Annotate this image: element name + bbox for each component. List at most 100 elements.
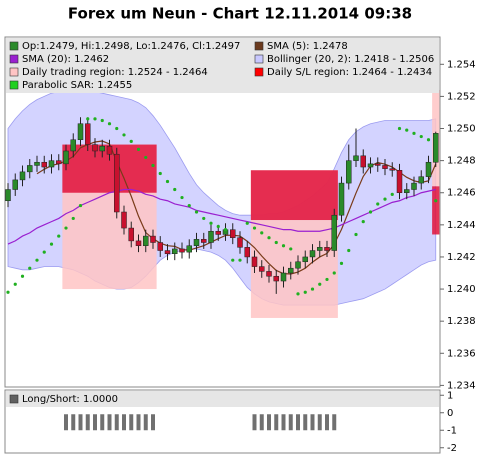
sar-dot [28, 266, 32, 270]
y-tick-label: 1.240 [447, 284, 476, 295]
candle-body [280, 272, 287, 282]
candle-body [99, 145, 105, 152]
y-tick-label: 1.234 [447, 380, 476, 391]
y-tick-label: 1 [447, 390, 453, 401]
chart-title: Forex um Neun - Chart 12.11.2014 09:38 [68, 5, 412, 23]
sar-dot [332, 271, 336, 275]
bar [332, 414, 337, 431]
candle-body [106, 145, 113, 155]
sar-dot [144, 155, 148, 160]
sar-dot [100, 118, 104, 123]
bar [303, 414, 308, 431]
y-tick-label: 1.254 [447, 59, 476, 70]
sar-dot [129, 139, 133, 143]
candle-body [360, 155, 366, 168]
candle-body [12, 179, 18, 190]
sar-dot [35, 258, 39, 262]
y-tick-label: 1.248 [447, 156, 476, 167]
sar-dot [173, 187, 177, 192]
sar-dot [426, 138, 431, 142]
legend-label: Long/Short: 1.0000 [22, 394, 118, 405]
candle-body [114, 153, 120, 213]
sar-dot [419, 134, 423, 139]
candle-body [179, 248, 185, 253]
y-tick-label: 1.244 [447, 220, 476, 231]
y-tick-label: 1.246 [447, 188, 476, 199]
candle-body [63, 150, 69, 165]
legend-swatch [9, 67, 19, 77]
candle-body [433, 133, 439, 163]
candle-body [150, 235, 156, 243]
sar-dot [238, 258, 242, 262]
y-tick-label: 1.252 [447, 91, 476, 102]
sar-dot [209, 221, 213, 225]
candle-body [367, 163, 374, 168]
bar [252, 414, 257, 431]
y-tick-label: 0 [447, 408, 453, 419]
legend-label: Bollinger (20, 2): 1.2418 - 1.2506 [267, 54, 434, 65]
sar-dot [202, 216, 206, 221]
sar-dot [303, 290, 307, 294]
sar-dot [216, 224, 220, 229]
candle-body [77, 123, 84, 141]
sar-dot [187, 203, 191, 208]
sar-dot [339, 261, 344, 265]
y-tick-label: 1.250 [447, 124, 476, 135]
bar [151, 414, 155, 431]
sar-dot [122, 133, 126, 137]
legend-label: Daily S/L region: 1.2464 - 1.2434 [267, 67, 432, 78]
sar-dot [6, 290, 10, 294]
bar [281, 414, 286, 431]
candle-body [121, 211, 127, 229]
sar-dot [13, 282, 17, 286]
bar [71, 414, 76, 431]
legend-swatch [254, 54, 264, 64]
candle-body [215, 231, 221, 235]
sar-dot [231, 258, 235, 262]
candle-body [85, 123, 91, 145]
candle-body [396, 170, 403, 193]
candle-body [259, 266, 265, 272]
sar-dot [347, 248, 351, 253]
candle-body [5, 189, 11, 202]
bar [288, 414, 293, 431]
sar-dot [296, 292, 300, 296]
y-tick-label: 1.236 [447, 348, 476, 359]
sar-dot [376, 202, 380, 206]
legend-label: Op:1.2479, Hi:1.2498, Lo:1.2476, Cl:1.24… [22, 41, 240, 52]
candle-body [317, 247, 323, 251]
candle-body [193, 239, 200, 246]
sar-dot [165, 179, 170, 184]
bar [107, 414, 112, 431]
candle-body [288, 267, 294, 274]
candle-body [201, 239, 207, 243]
sar-dot [194, 210, 199, 214]
sar-dot [325, 277, 329, 282]
bar [259, 414, 264, 431]
y-tick-label: 1.238 [447, 316, 476, 327]
bar [129, 414, 134, 431]
legend-swatch [254, 67, 264, 77]
sar-dot [71, 216, 75, 221]
candle-body [244, 247, 250, 258]
sar-dot [368, 210, 373, 214]
sar-dot [267, 236, 271, 240]
bar [85, 414, 90, 431]
sar-dot [20, 274, 25, 278]
legend-swatch [9, 394, 19, 404]
sar-dot [405, 128, 409, 132]
sar-dot [397, 126, 402, 131]
candle-body [41, 161, 47, 168]
sar-dot [361, 220, 365, 224]
candle-body [418, 176, 424, 184]
candle-body [157, 242, 163, 251]
sar-dot [289, 247, 293, 251]
sar-dot [86, 117, 90, 121]
sar-dot [49, 242, 54, 246]
candle-body [19, 171, 26, 181]
candle-body [143, 235, 149, 246]
sar-dot [151, 163, 155, 168]
bar [296, 414, 300, 431]
candle-body [353, 155, 359, 161]
